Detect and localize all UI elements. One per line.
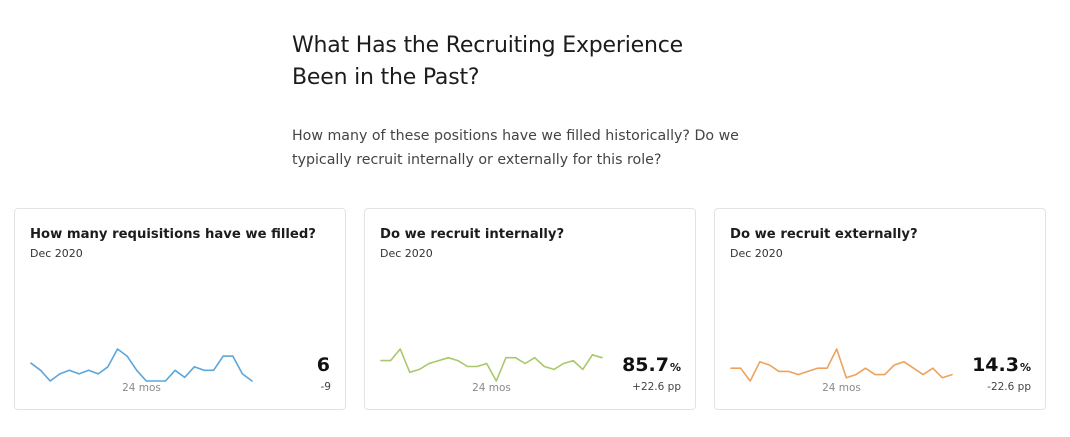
card-delta: -9 xyxy=(320,381,331,393)
sparkline-chart xyxy=(730,348,953,382)
card-requisitions-filled[interactable]: How many requisitions have we filled? De… xyxy=(14,208,346,410)
page-title-line-2: Been in the Past? xyxy=(292,65,480,90)
page-intro: How many of these positions have we fill… xyxy=(292,124,852,172)
card-period-label: 24 mos xyxy=(472,382,511,394)
card-metric: 85.7% xyxy=(622,354,681,376)
card-metric: 14.3% xyxy=(972,354,1031,376)
card-title: Do we recruit internally? xyxy=(380,227,565,242)
page-intro-line-2: typically recruit internally or external… xyxy=(292,152,662,168)
card-metric: 6 xyxy=(317,354,331,376)
sparkline-series-line xyxy=(730,348,953,382)
card-recruit-internally[interactable]: Do we recruit internally? Dec 2020 24 mo… xyxy=(364,208,696,410)
sparkline-series-line xyxy=(30,348,253,382)
card-metric-unit: % xyxy=(669,361,681,374)
sparkline-chart xyxy=(380,348,603,382)
card-period-label: 24 mos xyxy=(122,382,161,394)
card-metric-value: 14.3 xyxy=(972,354,1019,376)
card-metric-value: 6 xyxy=(316,354,330,376)
card-metric-value: 85.7 xyxy=(622,354,669,376)
card-date: Dec 2020 xyxy=(730,247,783,260)
page-intro-line-1: How many of these positions have we fill… xyxy=(292,128,739,144)
card-date: Dec 2020 xyxy=(30,247,83,260)
page-title: What Has the Recruiting Experience Been … xyxy=(292,30,812,94)
card-delta: -22.6 pp xyxy=(987,381,1031,393)
card-delta: +22.6 pp xyxy=(632,381,681,393)
card-date: Dec 2020 xyxy=(380,247,433,260)
sparkline-series-line xyxy=(380,348,603,382)
card-period-label: 24 mos xyxy=(822,382,861,394)
card-recruit-externally[interactable]: Do we recruit externally? Dec 2020 24 mo… xyxy=(714,208,1046,410)
sparkline-chart xyxy=(30,348,253,382)
card-metric-unit: % xyxy=(1019,361,1031,374)
page-title-line-1: What Has the Recruiting Experience xyxy=(292,33,683,58)
card-title: How many requisitions have we filled? xyxy=(30,227,316,242)
card-title: Do we recruit externally? xyxy=(730,227,918,242)
